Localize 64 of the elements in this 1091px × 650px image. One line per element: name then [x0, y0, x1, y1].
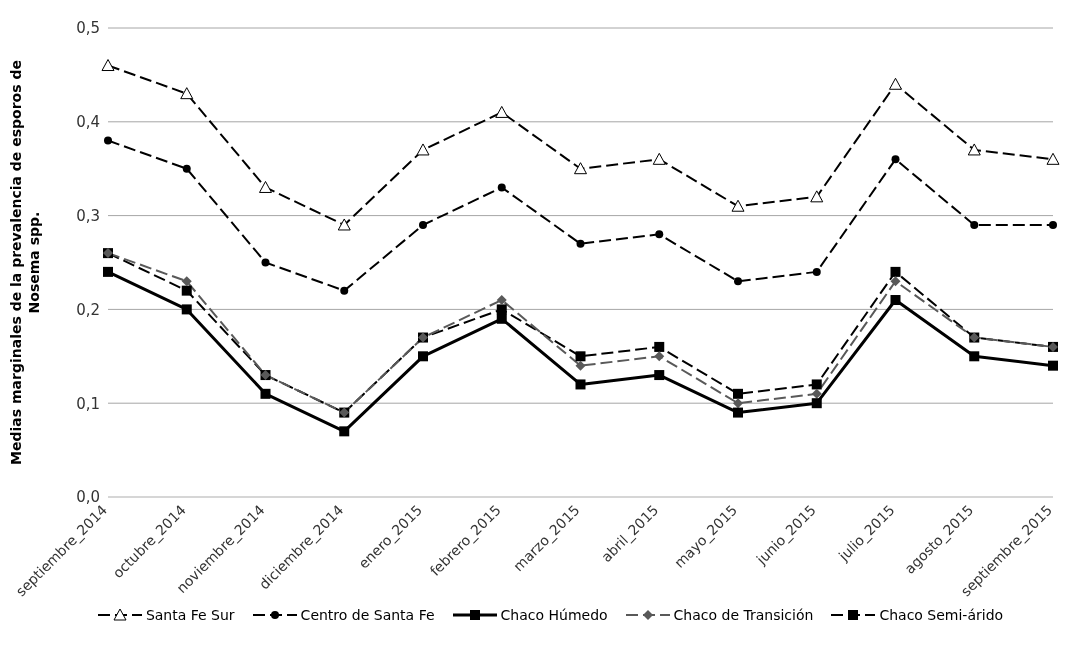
legend-label: Chaco Semi-árido [879, 607, 1004, 623]
point [496, 313, 507, 324]
point [891, 155, 900, 164]
point [337, 218, 351, 231]
point [811, 379, 822, 390]
point [260, 388, 271, 399]
point [652, 152, 666, 165]
point [733, 388, 743, 399]
point [496, 295, 507, 306]
point [654, 370, 665, 381]
point [419, 220, 427, 229]
point [181, 276, 192, 287]
point [495, 105, 509, 118]
point [181, 285, 192, 296]
y-axis-title: Medias marginales de la prevalencia de esporos de Nosema spp. [8, 60, 42, 465]
point [182, 164, 191, 173]
point [890, 295, 901, 306]
legend-label: Centro de Santa Fe [300, 607, 435, 623]
point [340, 286, 349, 295]
point [811, 398, 822, 409]
point [496, 304, 507, 315]
legend-label: Chaco de Transición [673, 607, 814, 623]
point [967, 143, 981, 156]
point [890, 266, 901, 277]
point [104, 136, 112, 145]
point [1048, 360, 1058, 371]
point [339, 426, 350, 437]
point [101, 59, 115, 72]
point [654, 341, 665, 352]
point [733, 407, 743, 418]
point [655, 230, 664, 239]
legend-label: Santa Fe Sur [145, 607, 235, 623]
point [970, 220, 979, 229]
point [811, 388, 822, 399]
point [575, 379, 586, 390]
point [574, 162, 587, 175]
y-tick-label: 0,1 [76, 394, 100, 413]
point [969, 351, 980, 362]
point [576, 239, 585, 248]
point [181, 304, 192, 315]
point [812, 267, 821, 276]
point [258, 178, 272, 193]
point [261, 258, 270, 267]
point [733, 398, 743, 409]
y-tick-label: 0,5 [76, 19, 100, 38]
point [1049, 220, 1057, 229]
point [810, 190, 824, 203]
point [1046, 152, 1060, 165]
point [575, 360, 586, 371]
point [734, 277, 742, 286]
y-tick-label: 0,3 [76, 206, 100, 225]
point [889, 77, 902, 90]
point [575, 351, 586, 362]
point [731, 199, 745, 212]
point [180, 87, 194, 100]
point [890, 276, 901, 287]
point [654, 351, 665, 362]
point [497, 183, 506, 192]
point [416, 143, 430, 156]
point [418, 351, 428, 362]
point [103, 266, 113, 277]
legend-label: Chaco Húmedo [500, 607, 608, 623]
y-tick-label: 0,4 [76, 113, 100, 132]
y-tick-label: 0,2 [76, 300, 100, 319]
